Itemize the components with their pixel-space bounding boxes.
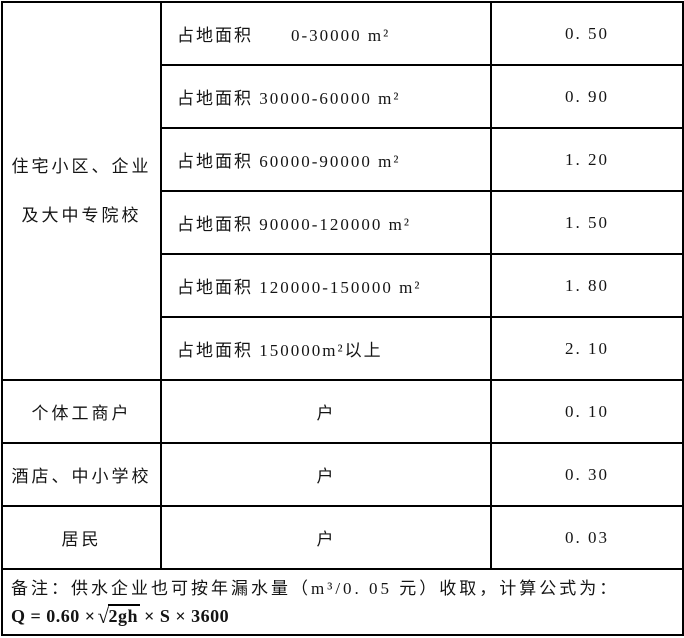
area-range-label: 占地面积 30000-60000 m² xyxy=(160,64,492,129)
unit-cell: 户 xyxy=(160,379,492,444)
fee-value: 1. 80 xyxy=(490,253,684,318)
table-row: 占地面积 30000-60000 m² 0. 90 xyxy=(2,64,684,129)
square-root: √2gh xyxy=(98,602,141,630)
category-line-1: 住宅小区、企业 xyxy=(11,157,152,176)
table-row: 酒店、中小学校 户 0. 30 xyxy=(1,442,684,507)
fee-value: 0. 50 xyxy=(490,1,684,66)
note-cell: 备注：供水企业也可按年漏水量（m³/0. 05 元）收取，计算公式为： Q = … xyxy=(1,568,684,636)
sqrt-radical-sign: √ xyxy=(97,604,110,628)
formula-pre: Q = 0.60 × xyxy=(11,606,96,626)
fee-value: 0. 10 xyxy=(490,379,684,444)
table-row: 个体工商户 户 0. 10 xyxy=(1,379,684,444)
note-text: 备注：供水企业也可按年漏水量（m³/0. 05 元）收取，计算公式为： xyxy=(11,579,620,598)
category-cell-hotels-schools: 酒店、中小学校 xyxy=(1,442,162,507)
fee-value: 1. 20 xyxy=(490,127,684,192)
area-range-label: 占地面积 150000m²以上 xyxy=(160,316,492,381)
table-row: 占地面积 150000m²以上 2. 10 xyxy=(2,316,684,381)
table-row: 居民 户 0. 03 xyxy=(1,505,684,570)
table-row: 住宅小区、企业 及大中专院校 占地面积 0-30000 m² 0. 50 xyxy=(1,1,684,381)
category-cell-residential: 住宅小区、企业 及大中专院校 xyxy=(1,1,162,381)
fee-value: 0. 30 xyxy=(490,442,684,507)
sqrt-radicand: 2gh xyxy=(107,604,141,626)
category-line-2: 及大中专院校 xyxy=(21,206,142,225)
fee-value: 2. 10 xyxy=(490,316,684,381)
category-cell-residents: 居民 xyxy=(1,505,162,570)
table-row: 占地面积 90000-120000 m² 1. 50 xyxy=(2,190,684,255)
formula: Q = 0.60 ×√2gh × S × 3600 xyxy=(11,602,676,630)
fee-value: 0. 90 xyxy=(490,64,684,129)
table-row: 占地面积 60000-90000 m² 1. 20 xyxy=(2,127,684,192)
formula-post: × S × 3600 xyxy=(144,606,230,626)
category-cell-individual-business: 个体工商户 xyxy=(1,379,162,444)
area-range-label: 占地面积 60000-90000 m² xyxy=(160,127,492,192)
fee-value: 0. 03 xyxy=(490,505,684,570)
area-range-label: 占地面积 0-30000 m² xyxy=(160,1,492,66)
unit-cell: 户 xyxy=(160,505,492,570)
area-range-label: 占地面积 120000-150000 m² xyxy=(160,253,492,318)
table-row: 占地面积 120000-150000 m² 1. 80 xyxy=(2,253,684,318)
area-range-label: 占地面积 90000-120000 m² xyxy=(160,190,492,255)
note-row: 备注：供水企业也可按年漏水量（m³/0. 05 元）收取，计算公式为： Q = … xyxy=(1,568,684,636)
fee-value: 1. 50 xyxy=(490,190,684,255)
unit-cell: 户 xyxy=(160,442,492,507)
